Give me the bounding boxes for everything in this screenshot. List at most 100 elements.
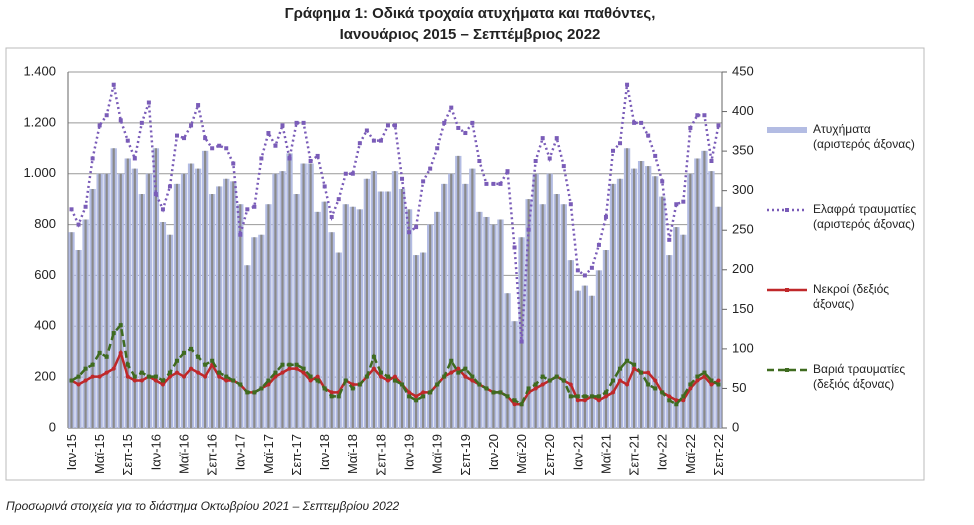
point [632, 362, 637, 367]
point [252, 390, 257, 395]
point [167, 184, 172, 189]
point [477, 382, 482, 387]
point [315, 378, 320, 383]
point [470, 374, 475, 379]
point [315, 153, 320, 158]
point [343, 171, 348, 176]
legend-label: Ατυχήματα (αριστερός άξονας) [813, 122, 915, 151]
point [688, 382, 693, 387]
point [287, 156, 292, 161]
point [568, 382, 573, 387]
point [407, 230, 412, 235]
point [547, 378, 552, 383]
point [146, 374, 151, 379]
y-tick-label: 400 [34, 318, 56, 333]
x-tick-label: Μαϊ-18 [345, 434, 360, 474]
point [301, 370, 306, 375]
point [414, 394, 419, 399]
point [90, 156, 95, 161]
point [611, 390, 615, 395]
y2-tick-label: 350 [732, 143, 754, 158]
point [442, 120, 447, 125]
point [709, 378, 714, 383]
chart-frame [5, 47, 925, 481]
point [540, 382, 545, 387]
point [308, 374, 313, 379]
point [596, 398, 601, 403]
x-tick-label: Μαϊ-16 [176, 434, 191, 474]
point [463, 131, 468, 136]
point [716, 382, 721, 387]
point [125, 138, 130, 143]
point [449, 105, 454, 110]
point [456, 366, 461, 371]
point [118, 350, 123, 355]
point [371, 366, 376, 371]
point [618, 366, 623, 371]
point [407, 394, 412, 399]
point [245, 207, 250, 212]
point [519, 402, 524, 407]
point [83, 378, 88, 383]
point [618, 378, 623, 383]
point [505, 394, 510, 399]
point [646, 370, 651, 375]
point [160, 207, 165, 212]
chart-subtitle: Ιανουάριος 2015 – Σεπτέμβριος 2022 [340, 26, 601, 43]
y-tick-label: 1.400 [23, 63, 56, 78]
point [196, 354, 201, 359]
point [111, 82, 116, 87]
point [568, 394, 573, 399]
point [646, 133, 651, 138]
point [526, 227, 531, 232]
point [125, 374, 130, 379]
point [69, 378, 74, 383]
x-tick-label: Μαϊ-17 [261, 434, 276, 474]
point [547, 156, 552, 161]
point [196, 370, 201, 375]
point [294, 362, 299, 367]
point [498, 181, 503, 186]
x-tick-label: Σεπ-15 [120, 434, 135, 476]
point [139, 120, 144, 125]
point [512, 245, 517, 250]
x-tick-label: Ιαν-21 [570, 434, 585, 470]
point [582, 273, 587, 278]
point [589, 394, 594, 399]
x-tick-label: Μαϊ-20 [514, 434, 529, 474]
legend-marker [785, 288, 789, 292]
point [175, 370, 179, 375]
x-tick-label: Ιαν-20 [486, 434, 501, 470]
point [575, 394, 580, 399]
point [238, 232, 243, 237]
point [224, 378, 229, 383]
point [435, 382, 440, 387]
point [667, 237, 672, 242]
legend-marker [785, 368, 789, 372]
point [646, 382, 651, 387]
point [266, 131, 271, 136]
y2-tick-label: 250 [732, 222, 754, 237]
point [182, 374, 187, 379]
point [393, 378, 397, 383]
point [76, 382, 81, 387]
point [350, 386, 355, 391]
point [76, 374, 81, 379]
point [104, 354, 109, 359]
y2-tick-label: 400 [732, 103, 754, 118]
point [160, 382, 165, 387]
point [217, 370, 222, 375]
point [224, 146, 229, 151]
point [561, 164, 566, 169]
point [625, 358, 630, 363]
point [400, 382, 405, 387]
point [280, 362, 285, 367]
point [203, 362, 208, 367]
point [385, 374, 390, 379]
point [716, 123, 721, 128]
point [90, 374, 95, 379]
point [618, 141, 623, 146]
point [491, 390, 496, 395]
